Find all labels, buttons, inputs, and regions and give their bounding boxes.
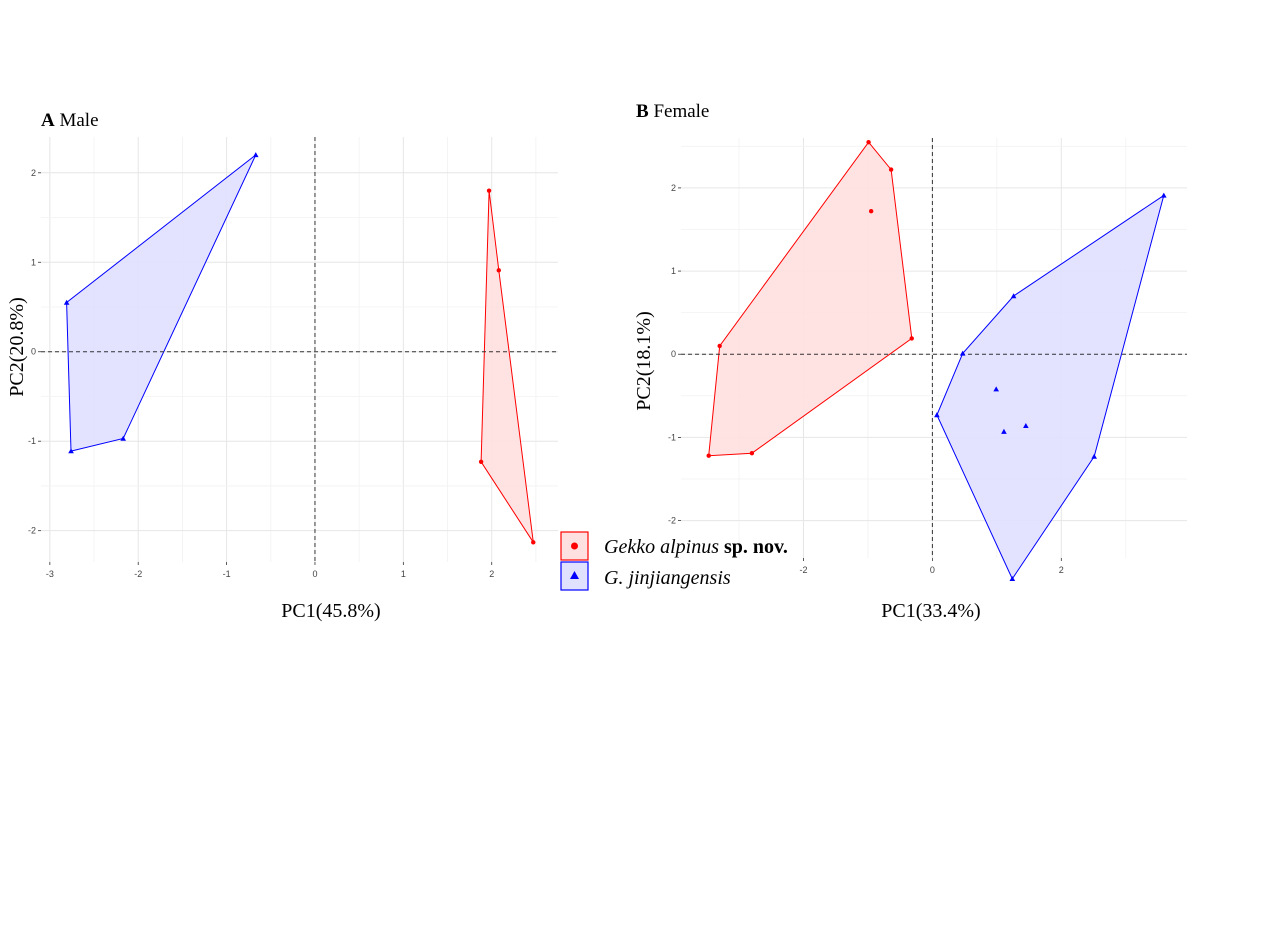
x-tick-label: -2 bbox=[799, 565, 807, 575]
data-point-triangle bbox=[1160, 192, 1167, 198]
plot-area-female: -2 0 2 -2 -1 0 1 2 bbox=[668, 138, 1187, 582]
data-point-circle bbox=[486, 188, 492, 193]
y-axis-label: PC2(20.8%) bbox=[6, 297, 28, 396]
y-tick-label: -1 bbox=[28, 436, 36, 446]
y-tick-label: 1 bbox=[31, 257, 36, 267]
legend-label-italic: G. jinjiangensis bbox=[604, 567, 731, 589]
data-point-triangle bbox=[959, 350, 966, 356]
data-point-circle bbox=[531, 540, 536, 545]
x-tick-label: 1 bbox=[401, 569, 406, 579]
data-point-circle bbox=[866, 139, 871, 145]
legend-circle-marker bbox=[571, 542, 578, 550]
panel-title-female: B Female bbox=[636, 101, 709, 122]
data-point-circle bbox=[749, 451, 755, 456]
legend-entry-g-jinjiangensis: G. jinjiangensis bbox=[560, 561, 731, 591]
y-tick-label: -2 bbox=[28, 526, 36, 536]
data-point-circle bbox=[478, 459, 484, 464]
data-point-triangle bbox=[1010, 293, 1017, 299]
y-tick-label: -1 bbox=[668, 432, 676, 442]
data-point-circle bbox=[706, 453, 711, 458]
legend-label-italic: Gekko alpinus bbox=[604, 536, 719, 558]
hull-triangle-series bbox=[66, 154, 257, 452]
legend-label: Gekko alpinus sp. nov. bbox=[604, 536, 788, 558]
y-tick-label: 2 bbox=[671, 183, 676, 193]
panel-letter: A bbox=[41, 110, 55, 131]
x-tick-label: -2 bbox=[134, 569, 142, 579]
data-point-circle bbox=[868, 208, 874, 214]
y-axis-label: PC2(18.1%) bbox=[633, 311, 655, 410]
legend-entry-gekko-alpinus: Gekko alpinus sp. nov. bbox=[560, 531, 788, 561]
hull-triangle-series bbox=[936, 194, 1165, 580]
panel-title-male: A Male bbox=[41, 110, 99, 131]
panel-female: B Female -2 0 2 -2 -1 0 1 2 PC1(33.4%) PC2(18.1… bbox=[633, 101, 1187, 622]
x-tick-label: -1 bbox=[223, 569, 231, 579]
grid-lines bbox=[41, 137, 558, 562]
data-point-triangle bbox=[1009, 575, 1016, 582]
data-point-triangle bbox=[252, 152, 259, 158]
panel-male: A Male -3 -2 -1 0 1 2 -2 -1 0 1 2 PC1(45.8%) PC2(2… bbox=[6, 110, 558, 622]
x-tick-label: -3 bbox=[46, 569, 54, 579]
data-point-circle bbox=[888, 167, 894, 172]
x-tick-label: 2 bbox=[489, 569, 494, 579]
y-tick-label: 2 bbox=[31, 168, 36, 178]
data-point-triangle bbox=[1001, 428, 1007, 434]
data-point-triangle bbox=[1091, 453, 1097, 459]
data-point-circle bbox=[717, 343, 722, 349]
panel-title-text: Female bbox=[653, 101, 709, 122]
data-point-triangle bbox=[934, 412, 940, 418]
hull-circle-series bbox=[480, 190, 534, 543]
legend-label: G. jinjiangensis bbox=[604, 567, 731, 589]
panel-letter: B bbox=[636, 101, 649, 122]
data-point-triangle bbox=[120, 435, 126, 441]
data-point-triangle bbox=[68, 448, 74, 454]
legend-label-bold: sp. nov. bbox=[724, 536, 788, 558]
y-tick-label: 0 bbox=[671, 349, 676, 359]
data-point-triangle bbox=[1023, 422, 1029, 429]
legend-triangle-marker bbox=[570, 571, 579, 579]
data-point-triangle bbox=[63, 299, 70, 305]
legend: Gekko alpinus sp. nov. G. jinjiangensis bbox=[560, 531, 788, 591]
panel-title-text: Male bbox=[59, 110, 98, 131]
y-tick-label: 1 bbox=[671, 266, 676, 276]
x-axis-label: PC1(33.4%) bbox=[881, 600, 980, 622]
data-point-circle bbox=[496, 268, 501, 273]
data-point-circle bbox=[909, 336, 914, 341]
data-point-triangle bbox=[993, 386, 1000, 392]
x-axis-label: PC1(45.8%) bbox=[281, 600, 380, 622]
y-tick-label: -2 bbox=[668, 516, 676, 526]
y-tick-label: 0 bbox=[31, 347, 36, 357]
x-tick-label: 2 bbox=[1059, 565, 1064, 575]
plot-area-male: -3 -2 -1 0 1 2 -2 -1 0 1 2 bbox=[28, 137, 558, 579]
x-tick-label: 0 bbox=[930, 565, 935, 575]
x-tick-label: 0 bbox=[312, 569, 317, 579]
